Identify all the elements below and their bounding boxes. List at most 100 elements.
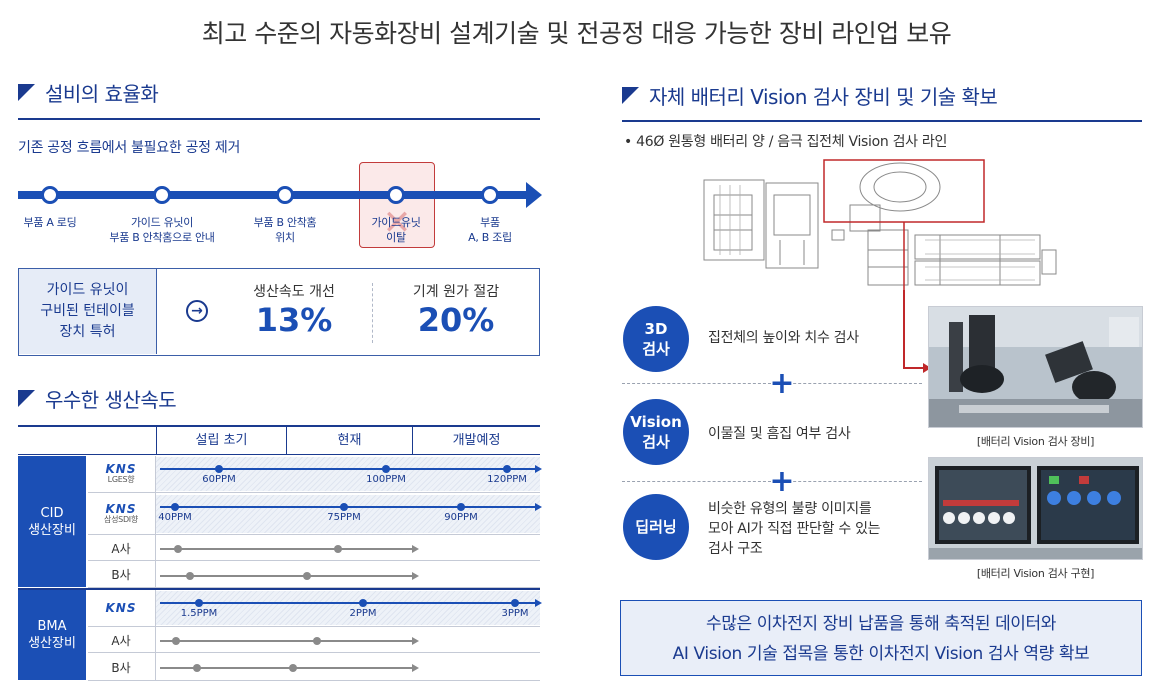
inspection-vision-badge: Vision 검사 [623, 399, 689, 465]
arrow-right-circle-icon: → [186, 300, 208, 322]
ppm-label: 75PPM [327, 512, 361, 523]
flow-bar [18, 191, 528, 199]
row-label: A사 [88, 628, 154, 652]
row-label: B사 [88, 562, 154, 587]
row-label: KNS [88, 590, 154, 626]
connector-line [903, 367, 925, 369]
flow-step-label: 부품 A, B 조립 [468, 216, 512, 244]
inspection-deeplearning-desc: 비슷한 유형의 불량 이미지를 모아 AI가 직접 판단할 수 있는 검사 구조 [708, 501, 881, 557]
patent-box: 가이드 유닛이 구비된 턴테이블 장치 특허 → 생산속도 개선 13% 기계 … [18, 268, 540, 356]
timeline-arrow-icon [412, 637, 419, 645]
highlight-row-bg [156, 495, 540, 533]
inspection-3d-desc: 집전체의 높이와 치수 검사 [708, 330, 859, 346]
efficiency-rule [18, 118, 540, 120]
flow-node [387, 186, 405, 204]
timeline-line [160, 548, 412, 550]
timeline-dot [186, 572, 194, 580]
section-triangle-icon [18, 390, 35, 407]
photo-caption: [배터리 Vision 검사 구현] [976, 567, 1095, 580]
timeline-dot [457, 503, 465, 511]
table-header-row: 설립 초기 현재 개발예정 [18, 425, 540, 455]
ppm-label: 3PPM [501, 608, 529, 619]
flow-step-label: 가이드 유닛이 부품 B 안착홈으로 안내 [109, 216, 215, 244]
timeline-dot [171, 503, 179, 511]
removed-step-highlight [359, 162, 435, 248]
speed-heading: 우수한 생산속도 [18, 384, 177, 413]
inspection-vision-desc: 이물질 및 흠집 여부 검사 [708, 426, 851, 442]
highlight-row-bg [156, 591, 540, 625]
vision-heading: 자체 배터리 Vision 검사 장비 및 기술 확보 [622, 81, 998, 110]
vision-equipment-photo [928, 306, 1143, 428]
section-triangle-icon [622, 87, 639, 104]
flow-step-label: 부품 A 로딩 [23, 216, 77, 229]
cad-line-drawing [703, 159, 1057, 365]
inspection-3d-badge: 3D 검사 [623, 306, 689, 372]
timeline-dot [172, 637, 180, 645]
timeline-dot [195, 599, 203, 607]
timeline-dot [215, 465, 223, 473]
row-separator [88, 587, 540, 588]
flow-node [481, 186, 499, 204]
summary-box: 수많은 이차전지 장비 납품을 통해 축적된 데이터와 AI Vision 기술… [620, 600, 1142, 676]
column-divider [155, 456, 156, 680]
flow-arrow-icon [526, 182, 542, 208]
timeline-dot [303, 572, 311, 580]
ppm-label: 120PPM [487, 474, 527, 485]
timeline-dot [511, 599, 519, 607]
photo-caption: [배터리 Vision 검사 장비] [976, 435, 1095, 448]
ppm-label: 90PPM [444, 512, 478, 523]
flow-step-label: 부품 B 안착홈 위치 [253, 216, 317, 244]
timeline-dot [289, 664, 297, 672]
plus-icon: + [769, 464, 795, 499]
row-label: KNS LGES향 [88, 456, 154, 492]
row-separator [88, 626, 540, 627]
ppm-label: 1.5PPM [180, 608, 218, 619]
separator [622, 481, 922, 482]
ppm-label: 2PPM [349, 608, 377, 619]
row-label: B사 [88, 654, 154, 680]
competitor-label: B사 [111, 660, 131, 675]
equipment-illustration [929, 307, 1142, 427]
row-separator [88, 560, 540, 561]
flow-node [41, 186, 59, 204]
timeline-arrow-icon [535, 599, 542, 607]
timeline-arrow-icon [535, 503, 542, 511]
stat-divider [372, 283, 373, 343]
group-bma: BMA 생산장비 [18, 590, 86, 680]
vision-bullet: • 46Ø 원통형 배터리 양 / 음극 집전체 Vision 검사 라인 [624, 134, 948, 150]
inspection-deeplearning-badge: 딥러닝 [623, 494, 689, 560]
row-separator [88, 534, 540, 535]
timeline-dot [503, 465, 511, 473]
timeline-line [160, 575, 412, 577]
row-separator [88, 492, 540, 493]
flow-node [276, 186, 294, 204]
highlight-row-bg [156, 457, 540, 491]
efficiency-heading: 설비의 효율화 [18, 78, 159, 107]
timeline-line [160, 667, 412, 669]
flow-node [153, 186, 171, 204]
efficiency-subtitle: 기존 공정 흐름에서 불필요한 공정 제거 [18, 140, 241, 156]
plus-icon: + [769, 366, 795, 401]
competitor-label: B사 [111, 568, 131, 582]
row-separator [88, 680, 540, 681]
timeline-arrow-icon [412, 664, 419, 672]
timeline-arrow-icon [535, 465, 542, 473]
connector-line [903, 290, 905, 368]
connector-arrow-icon [923, 363, 931, 373]
row-label: KNS 삼성SDI향 [88, 494, 154, 534]
patent-label: 가이드 유닛이 구비된 턴테이블 장치 특허 [19, 269, 157, 354]
row-label: A사 [88, 536, 154, 560]
timeline-dot [174, 545, 182, 553]
timeline-line [160, 602, 535, 604]
stat-speed: 생산속도 개선 13% [253, 284, 335, 339]
kns-logo: KNS [105, 502, 137, 516]
separator [622, 383, 922, 384]
ppm-label: 60PPM [202, 474, 236, 485]
timeline-dot [193, 664, 201, 672]
ppm-label: 100PPM [366, 474, 406, 485]
customer-label: LGES향 [107, 475, 135, 484]
col-header: 설립 초기 [156, 427, 286, 454]
timeline-arrow-icon [412, 545, 419, 553]
col-header: 현재 [286, 427, 412, 454]
timeline-dot [382, 465, 390, 473]
